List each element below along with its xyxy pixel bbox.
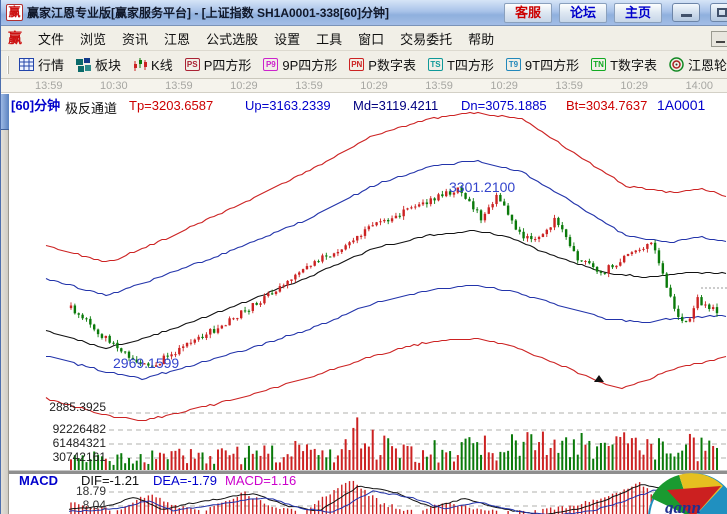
time-tick: 14:00 xyxy=(685,79,713,92)
channel-bt-value: Bt=3034.7637 xyxy=(566,98,648,113)
forum-button[interactable]: 论坛 xyxy=(559,2,607,23)
window-title: 赢家江恩专业版[赢家服务平台] - [上证指数 SH1A0001-338[60]… xyxy=(27,6,390,20)
toolbar-item-p-table[interactable]: PN P数字表 xyxy=(349,58,416,73)
time-tick: 10:29 xyxy=(360,79,388,92)
mdi-minimize-button[interactable] xyxy=(711,31,727,47)
toolbar-item-9p-square[interactable]: P9 9P四方形 xyxy=(257,53,343,76)
pn-badge-icon: PN xyxy=(349,58,365,71)
minimize-icon xyxy=(681,14,692,17)
minimize-button[interactable] xyxy=(672,3,700,22)
channel-tp-value: Tp=3203.6587 xyxy=(129,98,214,113)
ts-badge-icon: TS xyxy=(427,58,443,71)
volume-axis-label: 61484321 xyxy=(52,436,106,450)
p9-badge-icon: P9 xyxy=(263,58,279,71)
menu-tools[interactable]: 工具 xyxy=(316,31,343,47)
macd-value: MACD=1.16 xyxy=(225,473,297,488)
toolbar-item-kline[interactable]: K线 xyxy=(127,53,179,76)
splitter-thumb[interactable] xyxy=(1,94,9,130)
customer-service-button[interactable]: 客服 xyxy=(504,2,552,23)
time-tick: 10:29 xyxy=(490,79,518,92)
gann-wheel-icon xyxy=(669,57,684,72)
macd-dif-value: DIF=-1.21 xyxy=(81,473,140,488)
time-tick: 13:59 xyxy=(555,79,583,92)
chart-region[interactable]: gann [60]分钟 极反通道 Tp=3203.6587 Up=3163.23… xyxy=(1,94,727,514)
period-label: [60]分钟 xyxy=(11,98,61,113)
toolbar-item-t-table[interactable]: TN T数字表 xyxy=(585,53,663,76)
time-tick: 10:29 xyxy=(230,79,258,92)
time-axis: 13:59 10:30 13:59 10:29 13:59 10:29 13:5… xyxy=(1,79,727,93)
tn-badge-icon: TN xyxy=(591,58,607,71)
time-tick: 13:59 xyxy=(425,79,453,92)
menu-trade[interactable]: 交易委托 xyxy=(400,31,453,47)
volume-axis-label: 30742161 xyxy=(52,450,106,464)
menu-logo-icon: 赢 xyxy=(8,30,22,46)
app-logo-icon: 赢 xyxy=(6,4,23,21)
time-tick: 13:59 xyxy=(35,79,63,92)
menu-file[interactable]: 文件 xyxy=(38,31,65,47)
annotation-swing-high: 3301.2100 xyxy=(449,179,516,195)
price-chart-canvas[interactable]: gann xyxy=(9,94,727,514)
annotation-swing-low: 2969.1599 xyxy=(113,355,180,371)
maximize-icon xyxy=(717,8,727,17)
menu-news[interactable]: 资讯 xyxy=(122,31,149,47)
menu-bar: 赢 文件 浏览 资讯 江恩 公式选股 设置 工具 窗口 交易委托 帮助 xyxy=(1,26,727,51)
toolbar-item-p-square[interactable]: PS P四方形 xyxy=(179,53,258,76)
toolbar-item-gann-wheel[interactable]: 江恩轮 xyxy=(663,53,727,76)
indicator-name: 极反通道 xyxy=(65,101,118,116)
channel-md-value: Md=3119.4211 xyxy=(353,98,439,113)
toolbar-item-9t-square[interactable]: T9 9T四方形 xyxy=(500,53,585,76)
kline-icon xyxy=(134,57,148,71)
toolbar-item-t-square[interactable]: TS T四方形 xyxy=(422,53,500,76)
menu-help[interactable]: 帮助 xyxy=(468,31,495,47)
menu-browse[interactable]: 浏览 xyxy=(80,31,107,47)
t9-badge-icon: T9 xyxy=(505,58,521,71)
toolbar-item-quotes[interactable]: 行情 xyxy=(13,53,70,76)
macd-scale-label: 18.79 xyxy=(75,484,106,498)
menu-window[interactable]: 窗口 xyxy=(358,31,385,47)
time-tick: 10:29 xyxy=(620,79,648,92)
macd-indicator-name[interactable]: MACD xyxy=(19,473,58,488)
sector-mosaic-icon xyxy=(76,57,92,72)
ps-badge-icon: PS xyxy=(184,58,200,71)
mdi-minimize-icon xyxy=(716,41,725,43)
tool-bar: 行情 板块 K线 PS P四方形 P9 9P四方形 PN P数字表 TS T四方… xyxy=(1,51,727,79)
toolbar-grip[interactable] xyxy=(7,55,9,74)
macd-dea-value: DEA=-1.79 xyxy=(153,473,217,488)
homepage-button[interactable]: 主页 xyxy=(614,2,662,23)
svg-text:gann: gann xyxy=(664,498,701,514)
time-tick: 13:59 xyxy=(165,79,193,92)
menu-gann[interactable]: 江恩 xyxy=(164,31,191,47)
channel-up-value: Up=3163.2339 xyxy=(245,98,331,113)
time-tick: 13:59 xyxy=(295,79,323,92)
macd-scale-label: 8.04 xyxy=(82,498,106,512)
volume-axis-label: 92226482 xyxy=(52,422,106,436)
toolbar-item-sectors[interactable]: 板块 xyxy=(70,53,127,76)
maximize-button[interactable] xyxy=(710,3,727,22)
channel-dn-value: Dn=3075.1885 xyxy=(461,98,547,113)
price-axis-label: 2885.3925 xyxy=(49,400,106,414)
title-bar: 赢 赢家江恩专业版[赢家服务平台] - [上证指数 SH1A0001-338[6… xyxy=(1,0,727,26)
time-tick: 10:30 xyxy=(100,79,128,92)
menu-settings[interactable]: 设置 xyxy=(274,31,301,47)
symbol-code: 1A0001 xyxy=(657,97,706,113)
left-panel-splitter[interactable] xyxy=(1,94,9,514)
menu-formula-stockpick[interactable]: 公式选股 xyxy=(206,31,259,47)
quote-table-icon xyxy=(19,58,34,71)
